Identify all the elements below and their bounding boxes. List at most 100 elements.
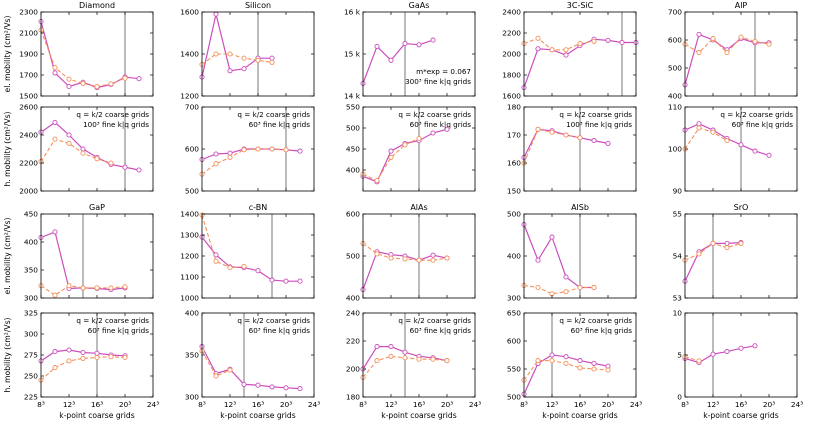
y-tick-label: 1000 [180,294,199,303]
data-point [563,360,569,366]
series-line-q-k [523,284,594,295]
data-point [388,344,394,350]
data-point [136,76,142,82]
data-point [108,160,114,166]
x-tick-label: 20³ [441,400,453,409]
y-tick-label: 1600 [180,8,199,17]
y-tick-label: 300 [507,294,521,303]
y-tick-label: 400 [185,309,199,318]
data-point [52,136,58,142]
data-point [766,152,772,158]
y-tick-label: 500 [507,210,521,219]
data-point [283,147,289,153]
data-point [724,50,730,56]
y-tick-label: 15 k [344,50,361,59]
data-point [94,354,100,361]
y-tick-label: 700 [185,103,199,112]
panel-title: GaAs [409,1,430,10]
data-point [388,154,394,160]
data-point [269,146,275,152]
data-point [388,353,394,359]
panel-r3c0: 225 250 275 300 325 8³ 12³ 16³ 20³ 24³ q = k/2 coa… [24,309,159,420]
data-point [444,126,450,132]
data-point [766,41,772,47]
data-point [696,31,702,37]
y-tick-label: 1100 [180,273,199,282]
data-point [402,40,408,47]
data-point [297,386,303,392]
y-tick-label: 500 [185,187,199,196]
y-tick-label: 0 [677,393,682,402]
y-tick-label: 240 [346,309,360,318]
panel-annotation: q = k/2 coarse grids [559,110,632,119]
panel-annotation: 60³ fine k|q grids [732,120,794,129]
panel-annotation: 60³ fine k|q grids [88,326,150,335]
data-point [255,57,261,63]
data-point [283,278,289,284]
data-point [297,278,303,284]
y-tick-label: 2300 [19,8,38,17]
panel-annotation: 100³ fine k|q grids [566,120,632,129]
data-point [255,382,261,388]
y-tick-label: 600 [185,145,199,154]
data-point [52,292,58,298]
x-tick-label: 16³ [574,400,586,409]
data-point [605,140,611,146]
data-point [724,240,730,246]
data-point [430,257,436,263]
data-point [241,55,247,61]
y-tick-label: 550 [507,365,521,374]
series-line-q-k-half [362,128,448,183]
y-tick-label: 550 [346,103,360,112]
panel-alp: 400 500 600 700 AlP [668,1,798,101]
panel-title: GaP [89,203,105,212]
panel-annotation: q = k/2 coarse grids [237,110,310,119]
y-tick-label: 400 [507,252,521,261]
y-tick-label: 2400 [19,131,38,140]
y-tick-label: 14 k [344,92,361,101]
data-point [696,121,702,127]
panel-annotation: q = k/2 coarse grids [398,110,471,119]
x-tick-label: 20³ [602,400,614,409]
panel-title: SrO [734,203,749,212]
panel-annotation: q = k/2 coarse grids [720,110,793,119]
y-tick-label: 160 [507,159,521,168]
panel-annotation: q = k/2 coarse grids [398,316,471,325]
y-tick-label: 200 [346,365,360,374]
panel-annotation: 100³ fine k|q grids [83,120,149,129]
panel-c-bn: 1000 1100 1200 1300 1400 c-BN [180,203,315,303]
x-tick-label: 12³ [63,400,75,409]
data-point [255,268,261,274]
data-point [241,381,247,387]
y-tick-label: 400 [346,166,360,175]
data-point [619,39,625,46]
panel-annotation: 60³ fine k|q grids [571,326,633,335]
data-point [213,151,219,157]
data-point [710,129,716,135]
x-tick-label: 20³ [280,400,292,409]
panel-annotation: 60³ fine k|q grids [410,120,472,129]
y-tick-label: 500 [668,64,682,73]
data-point [374,43,380,49]
data-point [577,358,583,364]
data-point [52,365,58,371]
data-point [213,11,219,17]
data-point [591,360,597,366]
x-axis-label: k-point coarse grids [542,411,617,420]
data-point [430,130,436,136]
data-point [444,358,450,364]
x-tick-label: 20³ [763,400,775,409]
data-point [696,50,702,56]
data-point [80,146,86,152]
panel-r1c0: 2000 2200 2400 2600 q = k/2 coarse grids100³… [19,103,154,196]
y-axis-label: el. mobility (cm²/Vs) [3,16,12,93]
panel-gap: 300 350 400 450 GaP [24,203,154,303]
axes-frame [40,11,154,97]
data-point [122,164,128,170]
y-tick-label: 1700 [19,71,38,80]
data-point [591,138,597,144]
data-point [563,52,569,58]
y-tick-label: 600 [507,337,521,346]
y-tick-label: 225 [24,393,38,402]
data-point [80,150,86,156]
